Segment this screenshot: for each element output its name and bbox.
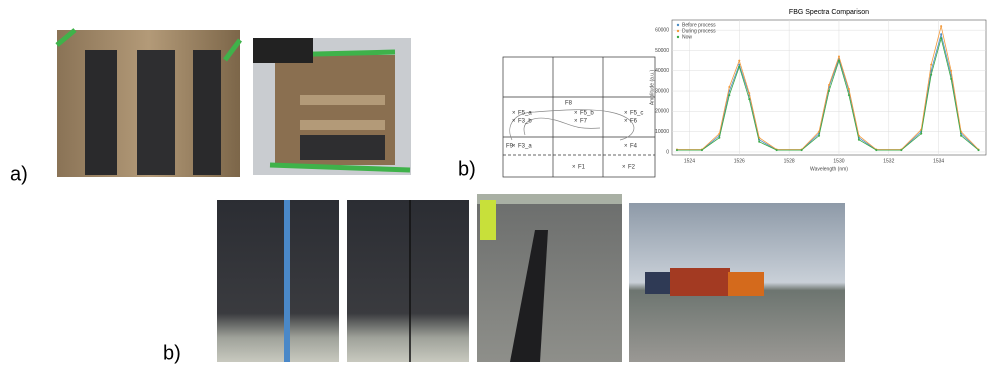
legend-marker	[677, 36, 679, 38]
data-point	[838, 60, 840, 62]
x-tick-label: 1528	[784, 158, 795, 164]
data-point	[701, 149, 703, 151]
data-point	[940, 33, 942, 35]
sensor-label: F8	[565, 101, 573, 107]
sensor-marker: ×	[624, 111, 628, 117]
x-tick-label: 1524	[684, 158, 695, 164]
data-point	[738, 60, 740, 62]
data-point	[978, 149, 980, 151]
sensor-marker: ×	[624, 144, 628, 150]
data-point	[920, 133, 922, 135]
data-point	[950, 70, 952, 72]
photo-road-works	[477, 194, 622, 362]
y-tick-label: 30000	[655, 88, 669, 94]
sensor-label: F9	[506, 144, 514, 150]
panel-label: b)	[163, 342, 181, 364]
data-point	[738, 66, 740, 68]
legend-marker	[677, 30, 679, 32]
y-tick-label: 20000	[655, 109, 669, 115]
data-point	[950, 78, 952, 80]
data-point	[828, 84, 830, 86]
panel-label: a)	[10, 163, 28, 185]
data-point	[748, 98, 750, 100]
legend-label: Now	[682, 34, 692, 40]
data-point	[838, 56, 840, 58]
series-line	[677, 26, 979, 149]
sensor-label: F5_a	[518, 111, 532, 117]
x-tick-label: 1534	[933, 158, 944, 164]
data-point	[828, 90, 830, 92]
data-point	[940, 37, 942, 39]
sensor-label: F3_a	[518, 144, 532, 150]
chart-title: FBG Spectra Comparison	[789, 9, 869, 16]
y-tick-label: 60000	[655, 27, 669, 33]
photo-paver	[629, 203, 845, 362]
data-point	[718, 137, 720, 139]
legend-marker	[677, 24, 679, 26]
data-point	[758, 141, 760, 143]
sensor-label: F7	[580, 119, 588, 125]
sensor-marker: ×	[572, 165, 576, 171]
sensor-marker: ×	[512, 111, 516, 117]
sensor-marker: ×	[622, 165, 626, 171]
sensor-label: F5_c	[630, 111, 643, 117]
photo-asphalt-1	[217, 200, 339, 362]
panel-label: b)	[458, 158, 476, 180]
data-point	[728, 94, 730, 96]
sensor-marker: ×	[624, 119, 628, 125]
sensor-label: F3_b	[518, 119, 532, 125]
y-tick-label: 50000	[655, 48, 669, 54]
sensor-label: F5_b	[580, 111, 594, 117]
data-point	[818, 135, 820, 137]
y-tick-label: 40000	[655, 68, 669, 74]
data-point	[776, 149, 778, 151]
sensor-label: F4	[630, 144, 638, 150]
x-axis-label: Wavelength (nm)	[810, 166, 848, 172]
data-point	[858, 139, 860, 141]
x-tick-label: 1526	[734, 158, 745, 164]
sensor-marker: ×	[574, 111, 578, 117]
sensor-marker: ×	[512, 119, 516, 125]
sensor-label: F2	[628, 165, 636, 171]
data-point	[960, 135, 962, 137]
data-point	[676, 149, 678, 151]
sensor-label: F1	[578, 165, 586, 171]
data-point	[875, 149, 877, 151]
data-point	[930, 74, 932, 76]
data-point	[940, 25, 942, 27]
data-point	[848, 88, 850, 90]
sensor-layout	[503, 57, 655, 177]
figure: a) b) b) F5_a×F3_b×F3_a×F5_b×F7×F5_c×F6×…	[0, 0, 989, 367]
sensor-label: F6	[630, 119, 638, 125]
photo-box-top	[57, 30, 240, 177]
y-axis-label: Amplitude (a.u.)	[649, 70, 655, 106]
sensor-marker: ×	[574, 119, 578, 125]
photo-box-side	[253, 38, 411, 175]
y-tick-label: 10000	[655, 129, 669, 135]
y-tick-label: 0	[666, 149, 669, 155]
x-tick-label: 1530	[833, 158, 844, 164]
data-point	[748, 92, 750, 94]
data-point	[801, 149, 803, 151]
data-point	[848, 94, 850, 96]
data-point	[930, 64, 932, 66]
data-point	[900, 149, 902, 151]
photo-asphalt-2	[347, 200, 469, 362]
x-tick-label: 1532	[883, 158, 894, 164]
data-point	[728, 86, 730, 88]
